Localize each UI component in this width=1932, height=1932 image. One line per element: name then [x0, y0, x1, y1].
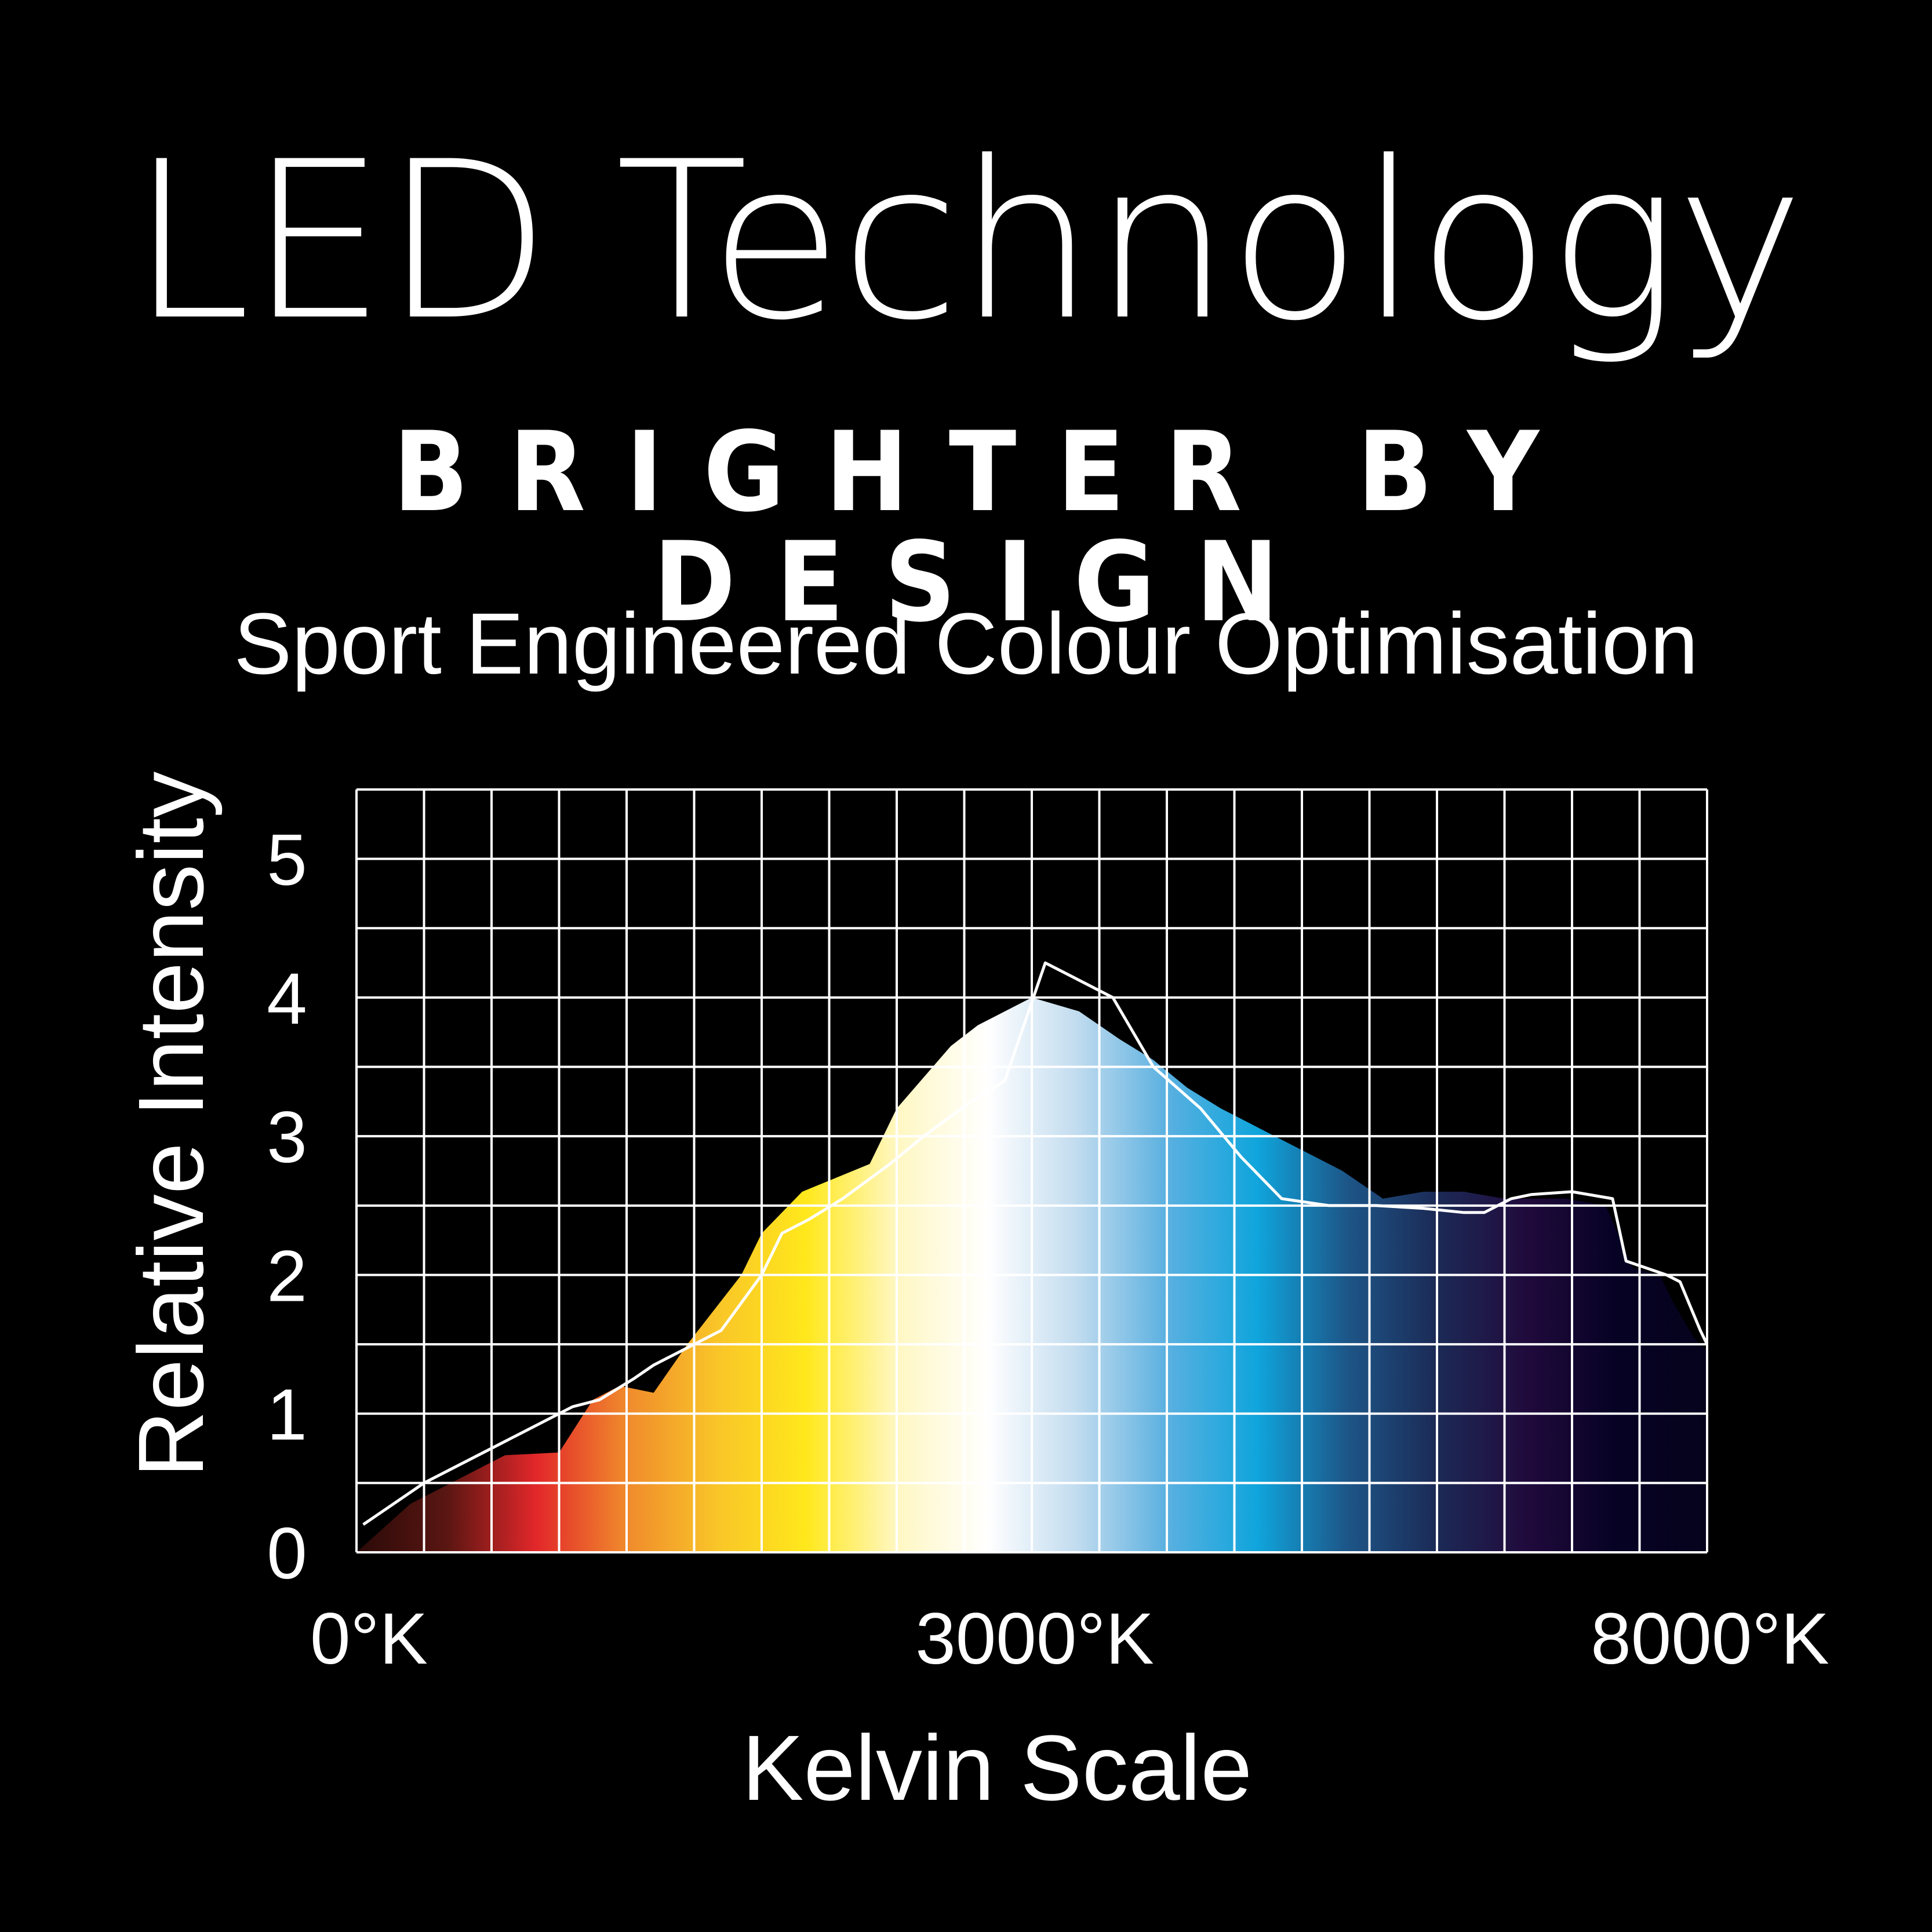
overlay-line-layer: [362, 961, 1709, 1526]
y-tick-label: 4: [267, 959, 307, 1039]
y-tick-label: 0: [267, 1513, 307, 1594]
y-tick-label: 2: [267, 1236, 307, 1316]
tagline: BRIGHTER BY DESIGN: [393, 408, 1580, 646]
intensity-line: [362, 961, 1709, 1526]
grid: [355, 788, 1708, 1553]
x-tick-label: 0°K: [310, 1599, 428, 1679]
y-tick-label: 1: [267, 1375, 307, 1456]
x-axis-title: Kelvin Scale: [742, 1716, 1252, 1820]
x-tick-label: 8000°K: [1591, 1599, 1829, 1679]
subtitle: Sport Engineered Colour Optimisation: [234, 595, 1698, 692]
y-tick-label: 3: [267, 1097, 307, 1178]
y-tick-label: 5: [267, 820, 307, 901]
x-tick-label: 3000°K: [915, 1599, 1154, 1679]
y-axis-title: Relative Intensity: [119, 772, 223, 1478]
page-title: LED Technology: [129, 115, 1804, 368]
axis-labels: Relative Intensity Kelvin Scale 0 1 2 3 4 5 0°…: [119, 772, 1829, 1820]
